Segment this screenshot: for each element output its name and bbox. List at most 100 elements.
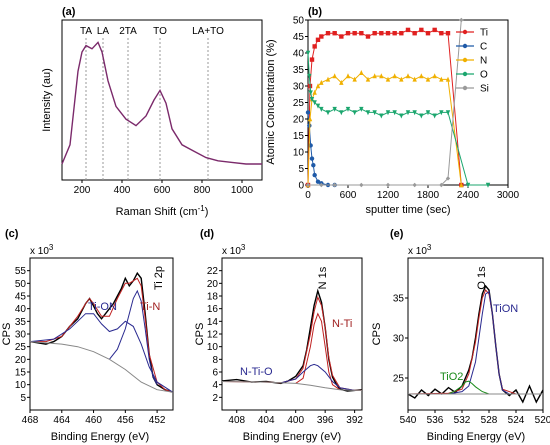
panel-c-annotation-ti2p: Ti 2p [153,266,165,290]
y-tick-label: 5 [20,393,26,404]
legend-label: Ti [480,28,488,39]
x-tick-label: 0 [305,190,311,201]
x-tick-label: 600 [154,185,171,196]
x-tick-label: 396 [317,415,334,426]
data-point-N [365,76,371,82]
panel-b-series [305,17,491,188]
x-tick-label: 1800 [417,190,440,201]
data-point-N [312,89,317,95]
data-point-N [459,182,464,188]
x-tick-label: 800 [194,185,211,196]
y-tick-label: 5 [298,164,304,175]
panel-d-annotation-nti: N-Ti [332,318,352,330]
panel-e-annotation-tion: TiON [493,303,518,315]
x-tick-label: 600 [340,190,357,201]
panel-c-label: (c) [5,228,19,240]
data-point-O [308,90,313,96]
y-tick-label: 25 [15,342,27,353]
legend-marker [462,57,468,63]
panel-c-x-label: Binding Energy (eV) [51,431,149,443]
panel-d-x-ticks: 408 404 400 396 392 [228,410,363,426]
panel-a-raman: (a) TA LA 2TA TO LA+TO 200 400 600 800 1000 Rama… [41,6,263,218]
data-point-C [315,179,321,184]
data-point-Si [332,182,337,188]
y-tick-label: 50 [293,16,305,27]
data-point-O [399,113,404,119]
data-point-Ti [332,31,337,36]
data-point-O [485,182,491,188]
y-tick-label: 45 [293,32,305,43]
panel-d-series [221,288,363,392]
x-tick-label: 468 [22,415,39,426]
data-point-Ti [405,27,411,33]
panel-e-series [407,284,544,404]
y-tick-label: 15 [293,131,305,142]
legend-marker [462,43,468,49]
panel-d-label: (d) [200,228,214,240]
peak-label: LA+TO [192,26,224,37]
y-tick-label: 6 [212,368,218,379]
data-point-Ti [439,31,444,36]
series-line-envelope [407,289,543,395]
data-point-O [345,106,351,112]
y-tick-label: 4 [212,380,218,391]
x-tick-label: 1200 [377,190,400,201]
data-point-O [309,97,315,102]
panel-e-o1s: (e) x 103 540 536 532 528 524 520 25 30 35 O 1s… [371,228,550,443]
data-point-C [311,163,316,168]
panel-c-y-label: CPS [1,323,13,346]
panel-d-multiplier: x 103 [222,243,246,257]
panel-e-y-label: CPS [371,323,383,346]
data-point-N [445,76,451,82]
y-tick-label: 10 [293,148,305,159]
peak-label: TA [80,26,92,37]
data-point-N [439,76,444,82]
data-point-N [412,76,417,82]
series-line-N-Ti-O [280,363,355,391]
x-tick-label: 400 [287,415,304,426]
y-tick-label: 50 [15,279,27,290]
y-tick-label: 18 [207,292,219,303]
y-tick-label: 30 [393,334,405,345]
panel-d-x-label: Binding Energy (eV) [243,431,341,443]
legend-label: Si [480,84,489,95]
data-point-Ti [385,31,391,36]
panel-b-depth-profile: (b) 0 600 1200 1800 2400 3000 0 5 10 15 20 25 30 35 4… [265,6,520,216]
panel-a-label: (a) [62,6,76,18]
series-line-data [29,271,174,393]
y-tick-label: 22 [207,266,219,277]
x-tick-label: 452 [149,415,166,426]
data-point-N [385,76,391,82]
panel-a-x-label: Raman Shift (cm-1) [116,204,209,218]
x-tick-label: 464 [53,415,70,426]
data-point-Ti [352,31,357,36]
x-tick-label: 408 [228,415,245,426]
panel-e-x-ticks: 540 536 532 528 524 520 [400,410,550,426]
data-point-O [432,113,437,119]
data-point-O [405,110,411,116]
data-point-Ti [345,31,351,36]
legend-marker [462,71,468,77]
panel-d-annotation-ntio: N-Ti-O [240,366,273,378]
data-point-N [405,73,411,79]
panel-e-label: (e) [390,228,404,240]
panel-a-y-label: Intensity (au) [41,68,53,132]
panel-e-multiplier: x 103 [408,243,432,257]
data-point-Ti [399,31,404,36]
series-line-background [29,341,174,393]
data-point-Si [359,182,364,188]
data-point-O [372,110,377,116]
data-point-N [379,73,384,79]
panel-a-series [61,41,262,165]
panel-b-label: (b) [308,6,322,18]
y-tick-label: 8 [212,355,218,366]
data-point-N [315,83,321,89]
y-tick-label: 12 [207,330,219,341]
series-line-Si [308,19,462,186]
series-line-TiO2 [448,380,496,395]
data-point-O [319,106,324,112]
peak-label: TO [153,26,167,37]
